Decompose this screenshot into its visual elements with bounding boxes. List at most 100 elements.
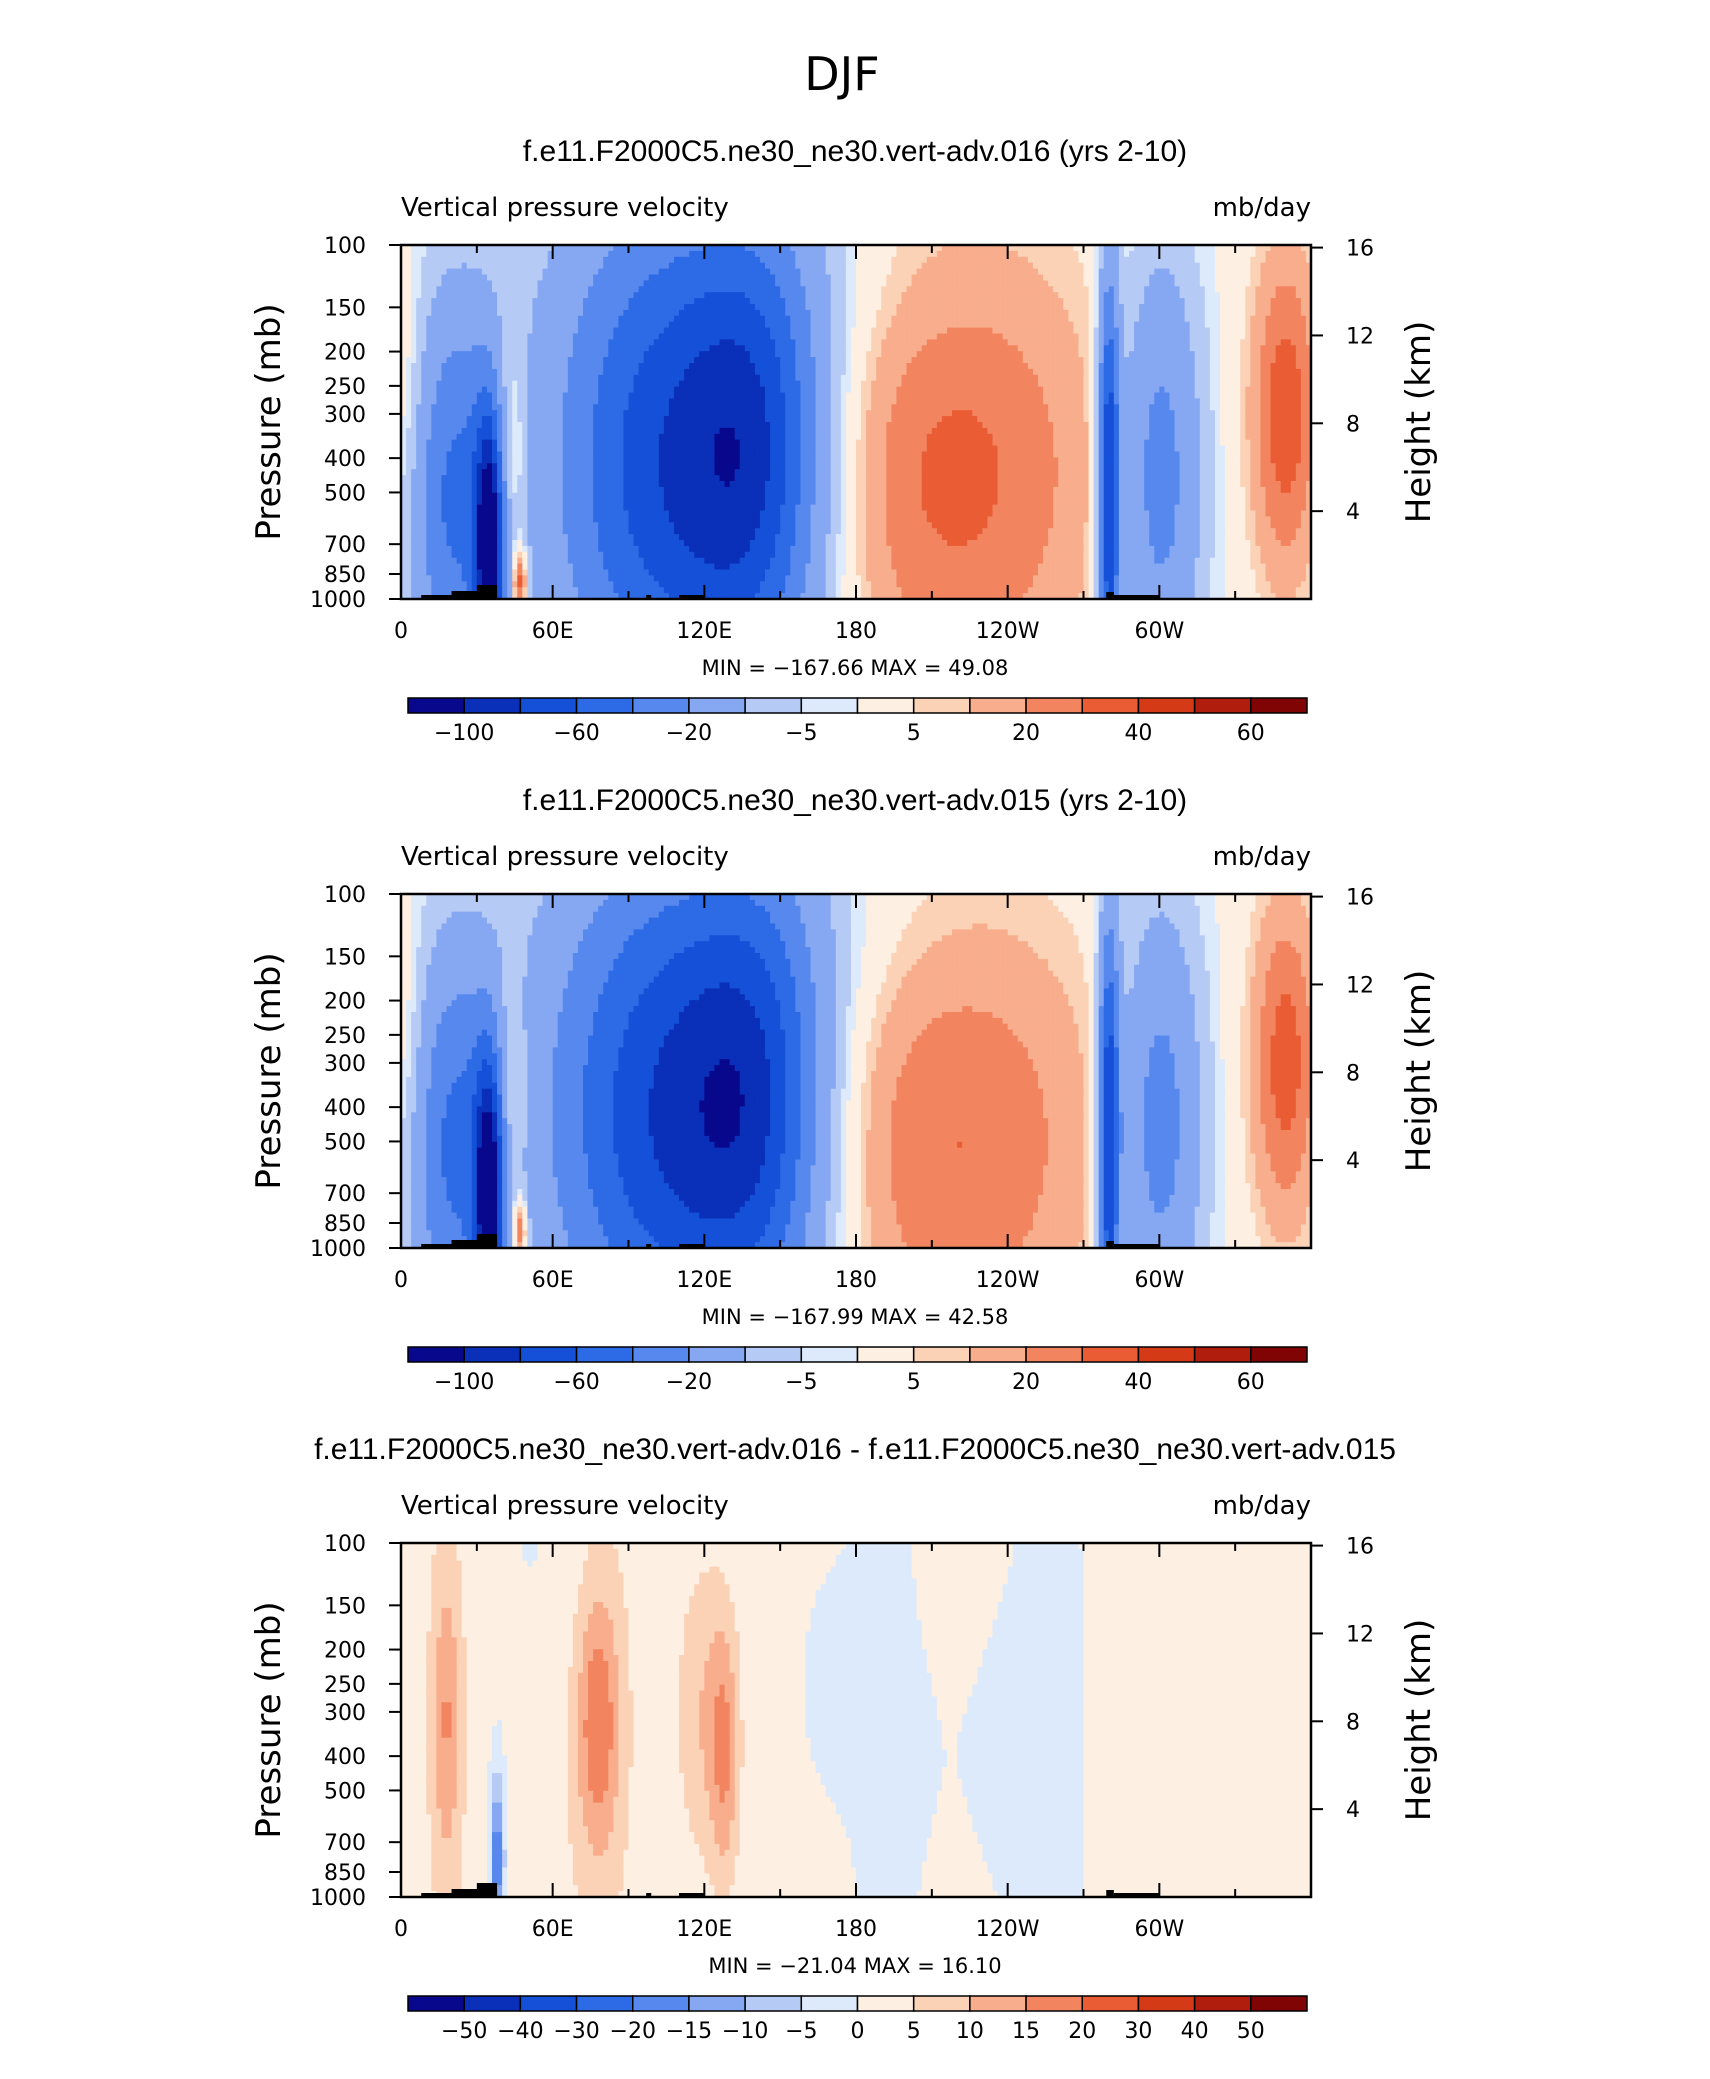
field-cell bbox=[725, 387, 731, 394]
field-cell bbox=[502, 334, 508, 341]
field-cell bbox=[917, 292, 923, 299]
field-cell bbox=[1169, 316, 1175, 323]
field-cell bbox=[896, 345, 902, 352]
field-cell bbox=[826, 363, 832, 370]
field-cell bbox=[527, 334, 533, 341]
field-cell bbox=[1119, 269, 1125, 276]
field-cell bbox=[1003, 322, 1009, 329]
field-cell bbox=[866, 375, 872, 382]
field-cell bbox=[603, 334, 609, 341]
field-cell bbox=[800, 334, 806, 341]
field-cell bbox=[644, 334, 650, 341]
field-cell bbox=[1043, 339, 1049, 346]
field-cell bbox=[998, 322, 1004, 329]
field-cell bbox=[740, 263, 746, 270]
field-cell bbox=[482, 310, 488, 317]
field-cell bbox=[512, 393, 518, 400]
field-cell bbox=[1023, 381, 1029, 388]
field-cell bbox=[891, 263, 897, 270]
field-cell bbox=[714, 257, 720, 264]
field-cell bbox=[644, 339, 650, 346]
field-cell bbox=[462, 269, 468, 276]
field-cell bbox=[411, 369, 417, 376]
field-cell bbox=[993, 310, 999, 317]
plot-area: 0 60E 120E 180 120W 60W1001502002503004005007… bbox=[310, 234, 1374, 644]
field-cell bbox=[1281, 363, 1287, 370]
field-cell bbox=[416, 286, 422, 293]
field-cell bbox=[462, 322, 468, 329]
field-cell bbox=[436, 304, 442, 311]
field-cell bbox=[720, 328, 726, 335]
field-cell bbox=[669, 339, 675, 346]
field-cell bbox=[497, 310, 503, 317]
field-cell bbox=[507, 369, 513, 376]
field-cell bbox=[730, 316, 736, 323]
field-cell bbox=[841, 269, 847, 276]
field-cell bbox=[1114, 387, 1120, 394]
field-cell bbox=[816, 357, 822, 364]
field-cell bbox=[578, 387, 584, 394]
field-cell bbox=[1124, 310, 1130, 317]
field-cell bbox=[1114, 375, 1120, 382]
field-cell bbox=[947, 304, 953, 311]
field-cell bbox=[613, 375, 619, 382]
field-cell bbox=[982, 387, 988, 394]
field-cell bbox=[1149, 251, 1155, 258]
field-cell bbox=[558, 387, 564, 394]
field-cell bbox=[492, 286, 498, 293]
field-cell bbox=[1159, 316, 1165, 323]
field-cell bbox=[775, 351, 781, 358]
field-cell bbox=[851, 357, 857, 364]
field-cell bbox=[780, 381, 786, 388]
field-cell bbox=[623, 280, 629, 287]
field-cell bbox=[548, 345, 554, 352]
field-cell bbox=[512, 328, 518, 335]
field-cell bbox=[1023, 280, 1029, 287]
field-cell bbox=[947, 375, 953, 382]
field-cell bbox=[644, 257, 650, 264]
field-cell bbox=[649, 280, 655, 287]
field-cell bbox=[487, 257, 493, 264]
field-cell bbox=[553, 292, 559, 299]
field-cell bbox=[1048, 263, 1054, 270]
field-cell bbox=[421, 393, 427, 400]
field-cell bbox=[962, 269, 968, 276]
field-cell bbox=[477, 393, 483, 400]
field-cell bbox=[735, 316, 741, 323]
field-cell bbox=[563, 328, 569, 335]
field-cell bbox=[558, 310, 564, 317]
field-cell bbox=[987, 363, 993, 370]
field-cell bbox=[816, 381, 822, 388]
field-cell bbox=[1028, 375, 1034, 382]
field-cell bbox=[1139, 251, 1145, 258]
field-cell bbox=[1286, 316, 1292, 323]
field-cell bbox=[998, 345, 1004, 352]
field-cell bbox=[821, 316, 827, 323]
field-cell bbox=[654, 275, 660, 282]
field-cell bbox=[1134, 298, 1140, 305]
field-cell bbox=[1129, 369, 1135, 376]
field-cell bbox=[876, 257, 882, 264]
field-cell bbox=[674, 381, 680, 388]
field-cell bbox=[851, 345, 857, 352]
field-cell bbox=[1129, 257, 1135, 264]
field-cell bbox=[1033, 280, 1039, 287]
field-cell bbox=[1205, 381, 1211, 388]
field-cell bbox=[573, 387, 579, 394]
field-cell bbox=[891, 292, 897, 299]
field-cell bbox=[447, 381, 453, 388]
field-cell bbox=[1038, 375, 1044, 382]
field-cell bbox=[785, 375, 791, 382]
field-cell bbox=[406, 286, 412, 293]
field-cell bbox=[1175, 345, 1181, 352]
field-cell bbox=[805, 280, 811, 287]
field-cell bbox=[937, 275, 943, 282]
field-cell bbox=[1260, 363, 1266, 370]
field-cell bbox=[543, 280, 549, 287]
field-cell bbox=[826, 298, 832, 305]
field-cell bbox=[659, 334, 665, 341]
field-cell bbox=[811, 251, 817, 258]
field-cell bbox=[623, 357, 629, 364]
field-cell bbox=[467, 286, 473, 293]
field-cell bbox=[1276, 375, 1282, 382]
